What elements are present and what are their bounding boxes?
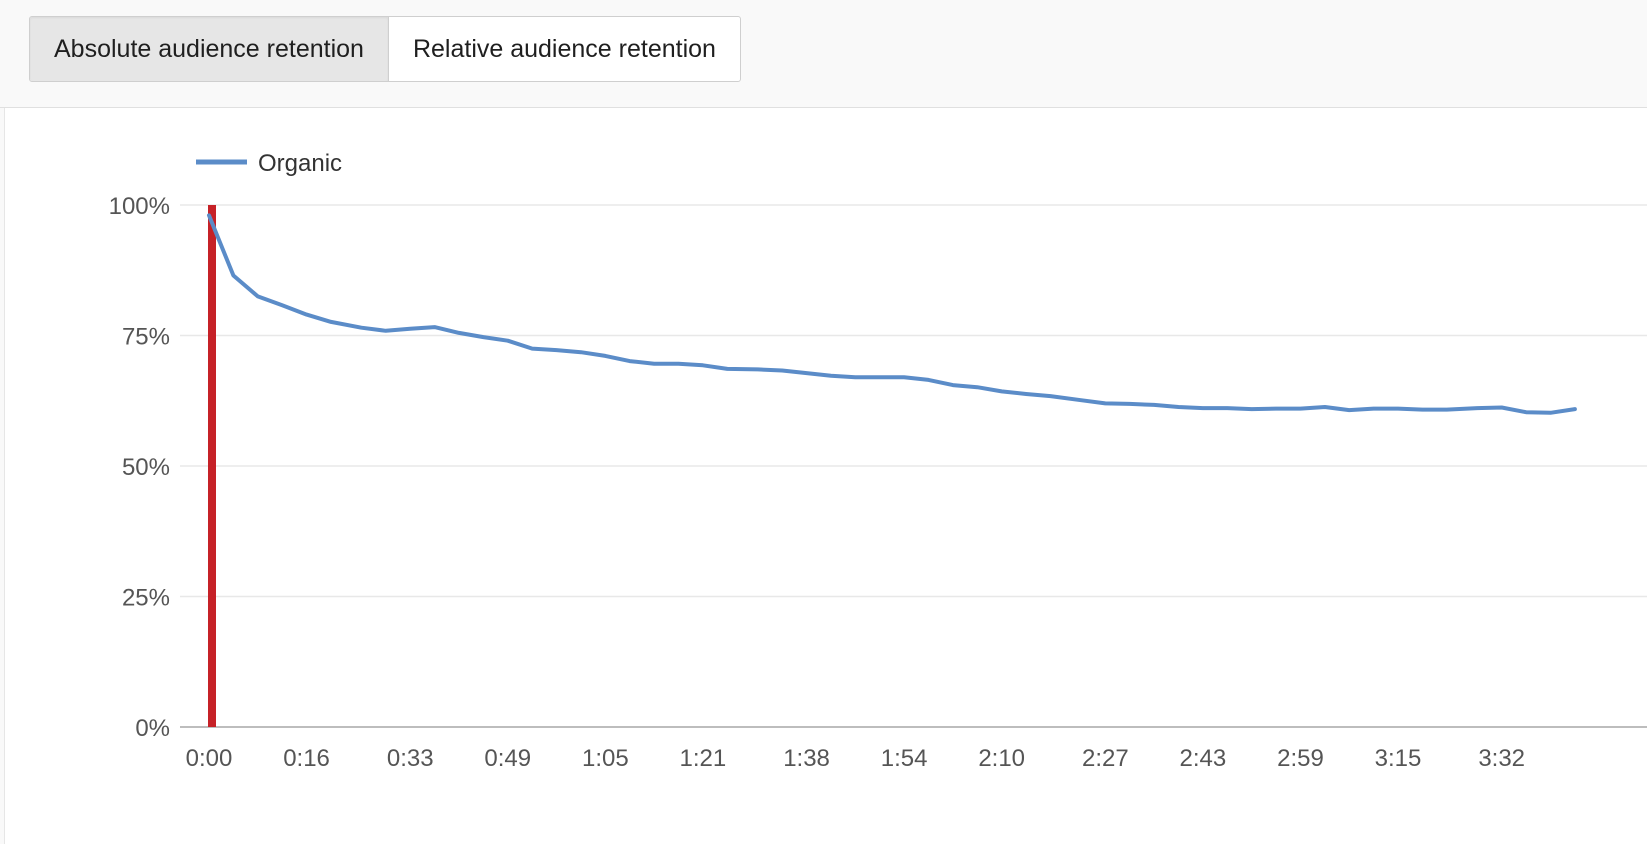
x-tick-label: 1:21 — [680, 745, 727, 772]
x-tick-label: 1:38 — [783, 745, 830, 772]
tab-relative-audience-retention[interactable]: Relative audience retention — [412, 34, 716, 63]
x-tick-label: 2:43 — [1180, 745, 1227, 772]
chart-panel — [4, 108, 1647, 844]
x-tick-label: 0:00 — [186, 745, 233, 772]
legend: Organic — [196, 150, 342, 177]
playhead-bar[interactable] — [208, 205, 216, 727]
toolbar: Absolute audience retention Relative aud… — [0, 0, 1647, 108]
tab-absolute-audience-retention[interactable]: Absolute audience retention — [30, 17, 389, 81]
y-tick-label: 100% — [109, 193, 170, 220]
x-tick-label: 1:54 — [881, 745, 928, 772]
x-tick-label: 0:33 — [387, 745, 434, 772]
x-tick-label: 2:59 — [1277, 745, 1324, 772]
playhead-marker[interactable] — [208, 205, 216, 727]
x-tick-label: 0:49 — [484, 745, 531, 772]
retention-tabs: Absolute audience retention Relative aud… — [29, 16, 741, 82]
x-tick-label: 3:32 — [1478, 745, 1525, 772]
legend-label-organic: Organic — [258, 150, 342, 177]
y-tick-label: 0% — [135, 715, 170, 742]
y-axis-ticks: 100% 75% 50% 25% 0% — [109, 193, 170, 742]
gridlines — [180, 204, 1647, 728]
series-line-organic — [207, 213, 1577, 415]
y-tick-label: 25% — [122, 585, 170, 612]
x-axis-ticks: 0:00 0:16 0:33 0:49 1:05 1:21 1:38 1:54 2:10 2:27… — [186, 745, 1525, 772]
x-tick-label: 3:15 — [1375, 745, 1422, 772]
x-tick-label: 2:10 — [978, 745, 1025, 772]
series-lines — [207, 213, 1577, 415]
x-tick-label: 1:05 — [582, 745, 629, 772]
x-tick-label: 2:27 — [1082, 745, 1129, 772]
y-tick-label: 50% — [122, 454, 170, 481]
y-tick-label: 75% — [122, 324, 170, 351]
x-tick-label: 0:16 — [283, 745, 330, 772]
